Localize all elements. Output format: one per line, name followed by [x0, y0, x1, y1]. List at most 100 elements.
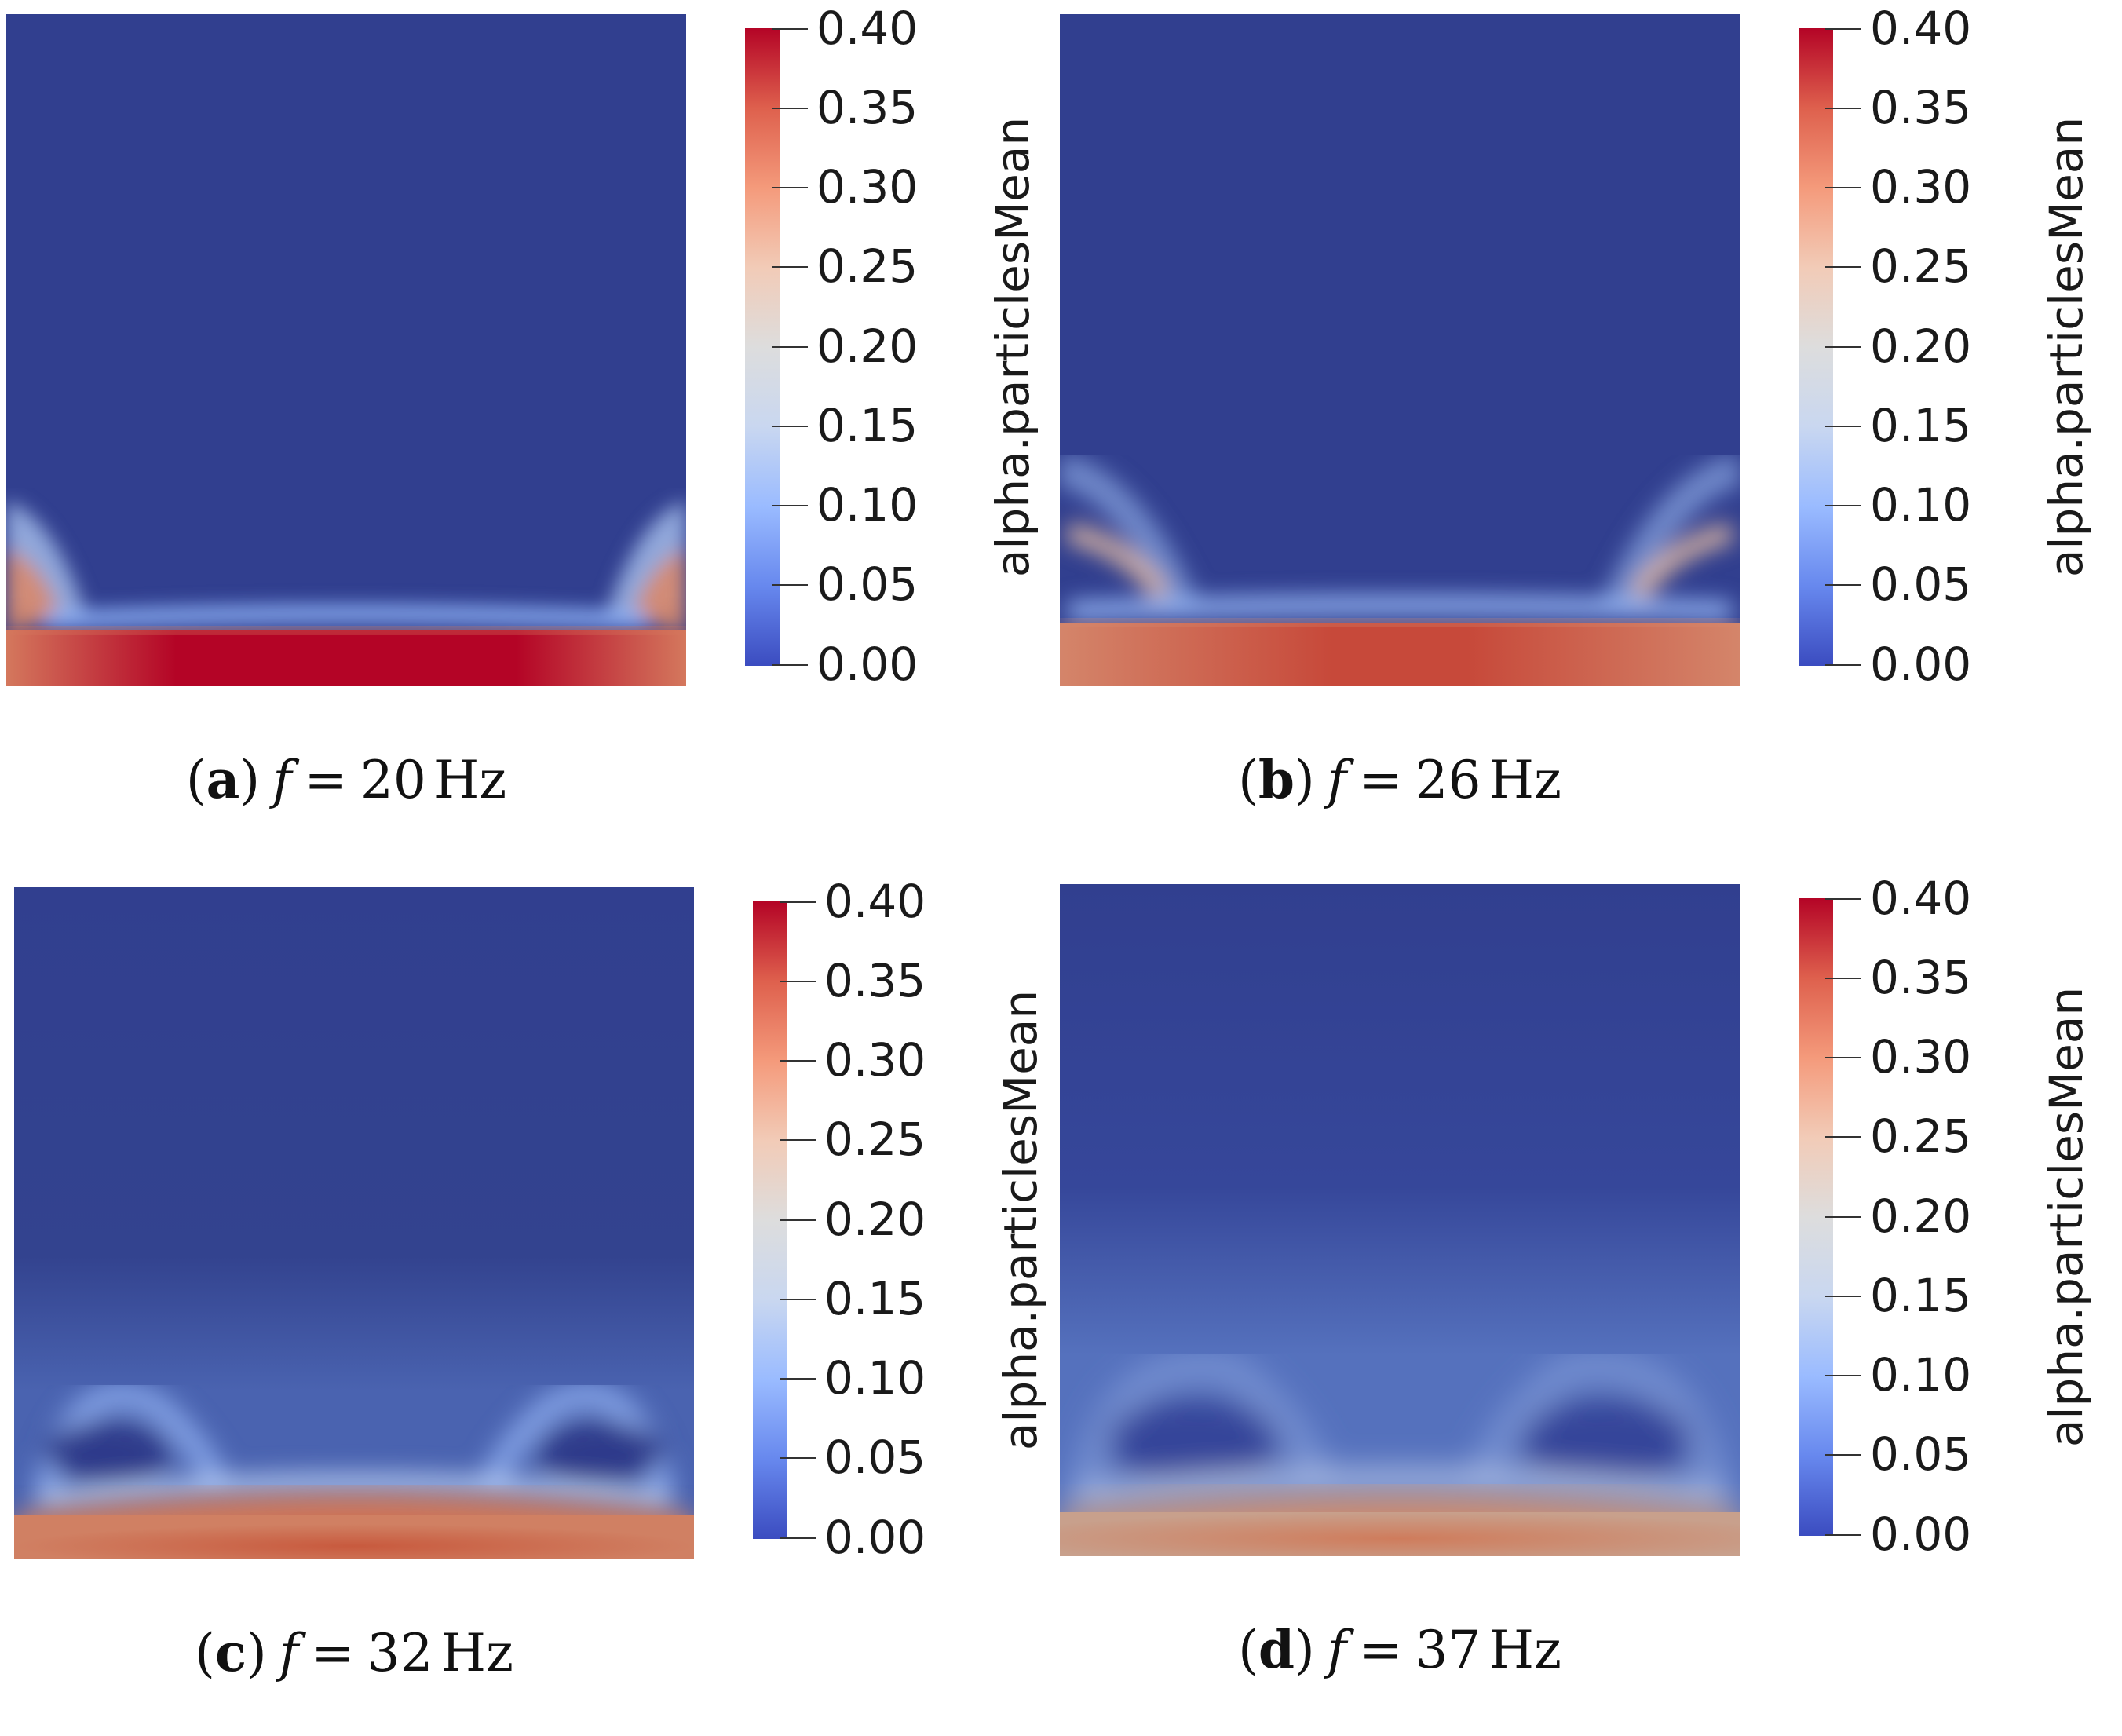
subfigure-label: d [1258, 1619, 1295, 1680]
colorbar-tick-label: 0.10 [816, 478, 919, 532]
field-plot [1060, 884, 1740, 1556]
frequency-variable: f [1327, 1620, 1347, 1680]
colorbar-tick-label: 0.35 [816, 81, 919, 134]
colorbar-tick-label: 0.10 [1870, 1348, 1972, 1402]
colorbar-tick [1825, 505, 1861, 506]
colorbar-tick [1825, 1216, 1861, 1218]
colorbar-tick [772, 108, 808, 109]
colorbar-tick-label: 0.20 [824, 1193, 926, 1246]
frequency-variable: f [1327, 750, 1347, 810]
equals-sign: = [1359, 750, 1403, 810]
colorbar-tick-label: 0.15 [816, 399, 919, 452]
subfigure-caption: (c) f = 32 Hz [14, 1617, 694, 1688]
colorbar-tick-label: 0.35 [1870, 81, 1972, 134]
colorbar-tick [772, 28, 808, 30]
colorbar-tick-label: 0.40 [1870, 2, 1972, 55]
paren-open: ( [1238, 1620, 1258, 1680]
colorbar-tick [1825, 978, 1861, 979]
colorbar-title: alpha.particlesMean [2040, 116, 2093, 578]
colorbar-tick [1825, 426, 1861, 427]
colorbar-tick [772, 584, 808, 586]
colorbar-title: alpha.particlesMean [994, 989, 1047, 1451]
colorbar-tick-label: 0.40 [1870, 872, 1972, 925]
colorbar-tick [1825, 1454, 1861, 1456]
colorbar-tick-label: 0.20 [1870, 1190, 1972, 1243]
colorbar-tick [780, 1378, 816, 1380]
colorbar-tick-label: 0.40 [816, 2, 919, 55]
colorbar-tick [772, 346, 808, 348]
colorbar-tick-label: 0.20 [1870, 320, 1972, 373]
colorbar-tick [1825, 1375, 1861, 1376]
colorbar-tick-label: 0.10 [824, 1351, 926, 1405]
colorbar-tick-label: 0.05 [1870, 557, 1972, 611]
colorbar-tick-label: 0.30 [816, 160, 919, 214]
paren-open: ( [185, 750, 206, 810]
colorbar-tick [772, 266, 808, 268]
equals-sign: = [311, 1623, 355, 1683]
field-plot [6, 14, 686, 686]
colorbar-tick [772, 505, 808, 506]
colorbar-tick-label: 0.30 [1870, 160, 1972, 214]
colorbar-tick [1825, 187, 1861, 188]
subfigure-label: c [214, 1622, 247, 1683]
contour-field [6, 14, 686, 686]
colorbar-tick [780, 1299, 816, 1300]
frequency-variable: f [272, 750, 292, 810]
subfigure-b: 0.40 0.35 0.30 0.25 0.20 0.15 0.10 0.05 … [1060, 5, 2120, 863]
contour-field [1060, 884, 1740, 1556]
equals-sign: = [1359, 1620, 1403, 1680]
subfigure-caption: (b) f = 26 Hz [1060, 744, 1740, 815]
colorbar-tick-label: 0.30 [1870, 1030, 1972, 1084]
colorbar-tick-label: 0.25 [1870, 1109, 1972, 1163]
colorbar-tick-label: 0.00 [1870, 1508, 1972, 1561]
colorbar-tick-label: 0.15 [1870, 1269, 1972, 1322]
frequency-value: 26 [1415, 750, 1481, 810]
colorbar-tick [780, 981, 816, 982]
subfigure-label: a [206, 749, 240, 810]
colorbar-title: alpha.particlesMean [986, 116, 1039, 578]
frequency-value: 37 [1415, 1620, 1481, 1680]
colorbar-tick [1825, 346, 1861, 348]
contour-field [1060, 14, 1740, 686]
colorbar-tick-label: 0.10 [1870, 478, 1972, 532]
paren-close: ) [1295, 1620, 1315, 1680]
colorbar-tick-label: 0.35 [824, 954, 926, 1007]
colorbar-tick-label: 0.05 [1870, 1427, 1972, 1481]
colorbar-tick [1825, 1534, 1861, 1536]
colorbar-tick-label: 0.15 [824, 1272, 926, 1325]
subfigure-c: 0.40 0.35 0.30 0.25 0.20 0.15 0.10 0.05 … [14, 878, 1074, 1736]
colorbar-tick-label: 0.15 [1870, 399, 1972, 452]
frequency-unit: Hz [1488, 1620, 1561, 1680]
paren-open: ( [1238, 750, 1258, 810]
paren-close: ) [239, 750, 261, 810]
colorbar-tick-label: 0.40 [824, 875, 926, 928]
colorbar-tick-label: 0.00 [816, 638, 919, 691]
colorbar-tick [780, 1537, 816, 1539]
colorbar-tick-label: 0.25 [816, 239, 919, 293]
colorbar-tick-label: 0.05 [824, 1431, 926, 1484]
colorbar-tick [772, 187, 808, 188]
colorbar-title: alpha.particlesMean [2040, 986, 2093, 1448]
frequency-value: 32 [367, 1623, 433, 1683]
colorbar-tick-label: 0.05 [816, 557, 919, 611]
frequency-unit: Hz [440, 1623, 513, 1683]
colorbar-tick [780, 1457, 816, 1459]
frequency-value: 20 [360, 750, 426, 810]
subfigure-caption: (d) f = 37 Hz [1060, 1614, 1740, 1685]
colorbar-tick-label: 0.00 [824, 1511, 926, 1564]
colorbar-tick-label: 0.35 [1870, 951, 1972, 1004]
colorbar-tick [1825, 664, 1861, 666]
colorbar-tick [1825, 28, 1861, 30]
colorbar-tick [780, 901, 816, 903]
colorbar-tick-label: 0.25 [824, 1113, 926, 1166]
colorbar-tick [1825, 898, 1861, 900]
field-plot [1060, 14, 1740, 686]
colorbar-tick-label: 0.25 [1870, 239, 1972, 293]
colorbar-tick [1825, 108, 1861, 109]
colorbar-tick-label: 0.30 [824, 1033, 926, 1087]
paren-close: ) [247, 1623, 267, 1683]
colorbar-tick [772, 664, 808, 666]
colorbar-tick [1825, 1296, 1861, 1297]
subfigure-label: b [1258, 749, 1295, 810]
subfigure-d: 0.40 0.35 0.30 0.25 0.20 0.15 0.10 0.05 … [1060, 875, 2120, 1733]
